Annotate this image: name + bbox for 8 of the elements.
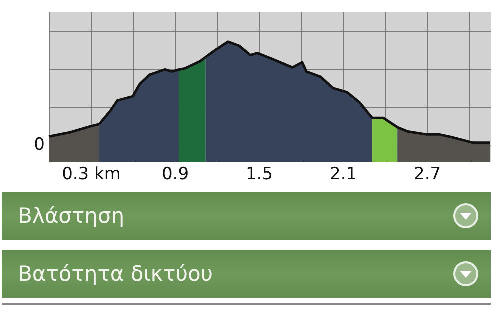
text: 0 — [34, 134, 45, 155]
text: Βλάστηση — [2, 192, 491, 240]
x-tick-label: 1.5 — [246, 164, 274, 184]
x-tick-label: 0.3 km — [62, 164, 121, 184]
x-tick-label: 0.9 — [162, 164, 190, 184]
text: Βατότητα δικτύου — [2, 250, 491, 298]
x-tick-label: 2.1 — [330, 164, 358, 184]
x-tick-label: 2.7 — [414, 164, 442, 184]
